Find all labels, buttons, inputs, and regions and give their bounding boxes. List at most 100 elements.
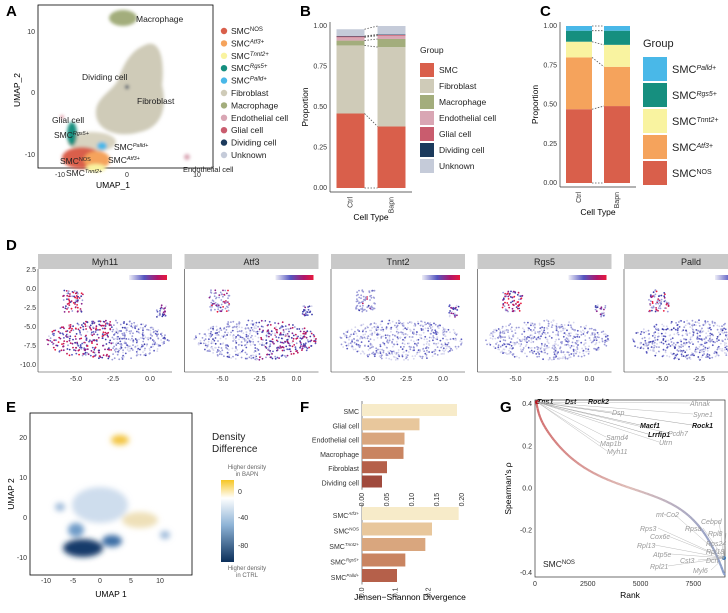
d-point: [584, 335, 586, 337]
legend-a-label-7: Endothelial cell: [231, 113, 288, 123]
g-curve-segment: [668, 502, 669, 503]
d-point: [164, 307, 166, 309]
d-point: [146, 329, 148, 331]
d-point: [396, 357, 398, 359]
d-point: [80, 344, 82, 346]
d-point: [572, 342, 574, 344]
chartC-bar-ctrl-4: [566, 26, 592, 31]
chartB-bar-ctrl-3: [337, 37, 365, 40]
d-point: [105, 325, 107, 327]
chartC-ylabel: Proportion: [530, 85, 540, 124]
d-xtick-2-1: -2.5: [400, 376, 412, 383]
d-point: [160, 333, 162, 335]
d-point: [494, 338, 496, 340]
d-point: [288, 342, 290, 344]
d-point: [358, 330, 360, 332]
d-point: [308, 341, 310, 343]
xlabel-e: UMAP 1: [95, 589, 127, 599]
d-point: [497, 348, 499, 350]
d-point: [266, 347, 268, 349]
d-point: [489, 343, 491, 345]
d-point: [307, 339, 309, 341]
d-point: [288, 337, 290, 339]
chartC-legend-label-1-base: SMC: [672, 90, 697, 102]
d-point: [511, 338, 513, 340]
d-point: [140, 327, 142, 329]
chartB-xtick-0: Ctrl: [348, 197, 355, 208]
d-point: [398, 354, 400, 356]
d-point: [386, 341, 388, 343]
d-point: [119, 338, 121, 340]
d-point: [664, 297, 666, 299]
d-point: [76, 304, 78, 306]
d-point: [717, 354, 719, 356]
d-point: [705, 322, 707, 324]
d-point: [70, 326, 72, 328]
d-point: [115, 331, 117, 333]
d-point: [365, 297, 367, 299]
d-point: [360, 325, 362, 327]
d-point: [492, 331, 494, 333]
d-point: [649, 337, 651, 339]
d-point: [220, 292, 222, 294]
d-point: [311, 333, 313, 335]
d-point: [255, 335, 257, 337]
d-point: [570, 332, 572, 334]
f-top-bar-3: [362, 447, 404, 459]
d-point: [371, 347, 373, 349]
d-point: [205, 343, 207, 345]
d-point: [113, 334, 115, 336]
d-point: [212, 352, 214, 354]
d-point: [105, 332, 107, 334]
d-point: [61, 349, 63, 351]
d-point: [111, 359, 113, 361]
d-point: [534, 327, 536, 329]
chartC-legend-label-2: SMCTnnt2+: [672, 116, 718, 128]
d-point: [198, 343, 200, 345]
f-bottom-label-1-base: SMC: [334, 529, 350, 536]
d-point: [712, 344, 714, 346]
d-point: [210, 309, 212, 311]
d-point: [422, 356, 424, 358]
d-point: [668, 305, 670, 307]
d-point: [511, 330, 513, 332]
d-point: [95, 347, 97, 349]
d-point: [221, 293, 223, 295]
d-point: [75, 328, 77, 330]
d-point: [397, 344, 399, 346]
f-top-bar-1: [362, 418, 420, 430]
d-point: [270, 324, 272, 326]
d-point: [72, 325, 74, 327]
d-point: [701, 349, 703, 351]
d-point: [672, 337, 674, 339]
d-point: [555, 356, 557, 358]
d-point: [573, 355, 575, 357]
legend-a-dot-1: [221, 40, 227, 46]
d-point: [510, 347, 512, 349]
d-point: [601, 331, 603, 333]
d-point: [259, 356, 261, 358]
d-point: [358, 297, 360, 299]
d-point: [49, 340, 51, 342]
d-point: [604, 342, 606, 344]
d-point: [524, 336, 526, 338]
g-ytick-2: 0.0: [522, 486, 532, 493]
d-point: [499, 334, 501, 336]
d-point: [357, 300, 359, 302]
d-point: [66, 341, 68, 343]
g-curve-segment: [606, 479, 607, 480]
d-point: [708, 340, 710, 342]
d-point: [692, 353, 694, 355]
d-point: [286, 348, 288, 350]
g-curve-segment: [558, 445, 559, 446]
chartC-legend-label-4-base: SMC: [672, 168, 697, 180]
d-point: [79, 331, 81, 333]
d-point: [668, 343, 670, 345]
d-point: [230, 332, 232, 334]
d-point: [109, 328, 111, 330]
d-point: [661, 335, 663, 337]
d-point: [681, 344, 683, 346]
d-point: [404, 340, 406, 342]
d-point: [112, 342, 114, 344]
d-point: [293, 353, 295, 355]
